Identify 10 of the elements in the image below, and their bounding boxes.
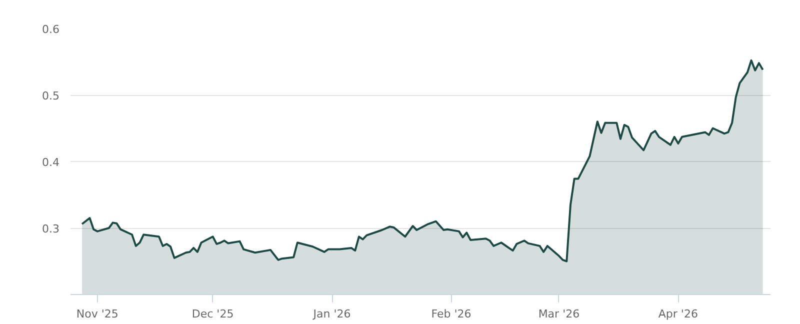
x-tick-label: Dec '25 (192, 308, 234, 320)
y-tick-label: 0.5 (42, 90, 60, 102)
y-tick-label: 0.6 (42, 23, 60, 36)
x-tick-label: Jan '26 (312, 308, 351, 320)
y-tick-label: 0.4 (42, 156, 60, 169)
y-tick-label: 0.3 (42, 222, 60, 236)
x-tick-label: Feb '26 (431, 308, 472, 320)
x-tick-label: Apr '26 (658, 308, 698, 320)
x-tick-label: Mar '26 (538, 308, 580, 320)
x-tick-label: Nov '25 (76, 308, 118, 320)
